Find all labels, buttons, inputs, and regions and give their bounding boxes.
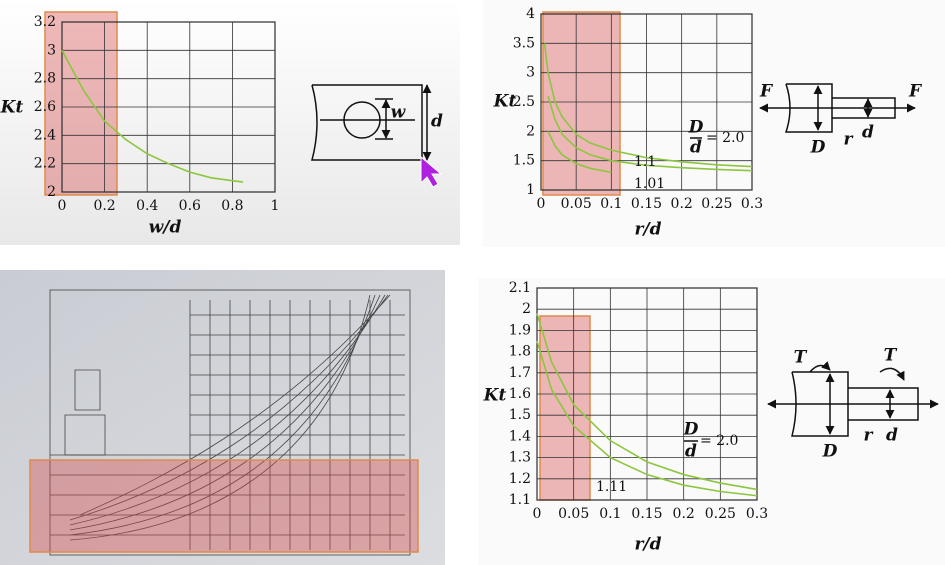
curve [543,43,753,168]
x-tick-label: 0.3 [741,196,763,212]
x-tick-label: 0.15 [631,196,662,212]
x-tick-label: 0.4 [136,198,158,214]
series-label: 1.01 [634,176,665,192]
annotation: D [683,420,699,440]
diagram [684,361,939,442]
y-tick-label: 1.7 [509,365,531,381]
y-tick-label: 1.5 [509,407,531,423]
x-tick-label: 0.2 [673,506,695,522]
annotation: d [886,426,898,446]
y-tick-label: 1.8 [509,344,531,360]
y-tick-label: 1.9 [509,322,531,338]
x-axis-label: r/d [634,535,661,555]
annotation: r [864,426,874,446]
y-tick-label: 1.1 [509,492,531,508]
y-tick-label: 1.6 [509,386,531,402]
annotation: d [685,442,697,462]
annotation: F [908,82,923,102]
x-tick-label: 0.05 [561,196,592,212]
y-tick-label: 1.5 [513,153,535,169]
y-tick-label: 1.2 [509,471,531,487]
series-label: = 2.0 [706,130,744,146]
annotation: D [822,442,838,462]
x-tick-label: 1 [271,198,280,214]
y-axis-label: Kt [483,386,507,406]
annotation: d [862,123,874,143]
x-tick-label: 0 [537,196,546,212]
annotation: r [844,130,854,150]
y-axis-label: Kt [493,92,517,112]
y-tick-label: 3.2 [34,14,56,30]
x-tick-label: 0.25 [701,196,732,212]
curve [61,49,244,183]
diagram [690,83,916,139]
y-tick-label: 4 [526,6,535,22]
x-tick-label: 0.2 [671,196,693,212]
series-label: 1.1 [634,154,656,170]
y-tick-label: 1.4 [509,428,531,444]
x-axis-label: w/d [149,218,182,238]
annotation: d [431,112,443,132]
x-axis-label: r/d [634,220,661,240]
x-tick-label: 0.1 [600,196,622,212]
panel [478,278,945,565]
annotation: w [391,103,407,123]
annotation: T [884,346,898,366]
y-tick-label: 2.6 [34,99,56,115]
photo [0,270,445,565]
x-tick-label: 0.3 [746,506,768,522]
curve [536,313,758,491]
series-label: = 2.0 [700,433,738,449]
curve [547,95,753,172]
x-tick-label: 0.1 [599,506,621,522]
x-tick-label: 0.25 [705,506,736,522]
y-tick-label: 2 [47,184,56,200]
annotation: D [810,138,826,158]
diagram [311,84,443,188]
y-tick-label: 3 [526,65,535,81]
x-tick-label: 0.15 [631,506,662,522]
annotation: T [794,348,808,368]
panel [483,0,945,247]
y-tick-label: 1.3 [509,450,531,466]
y-tick-label: 2.5 [513,94,535,110]
y-tick-label: 2 [526,123,535,139]
y-axis-label: Kt [0,98,23,118]
y-tick-label: 2.8 [34,71,56,87]
annotation: F [759,82,774,102]
series-label: 1.11 [596,479,627,495]
x-tick-label: 0.6 [179,198,201,214]
y-tick-label: 2.2 [34,156,56,172]
annotation: D [688,118,704,138]
y-tick-label: 2.1 [509,280,531,296]
curve [536,340,758,497]
x-tick-label: 0.05 [558,506,589,522]
y-tick-label: 1 [526,182,535,198]
y-tick-label: 3.5 [513,35,535,51]
x-tick-label: 0.2 [93,198,115,214]
y-tick-label: 2.4 [34,127,56,143]
curve [547,130,612,174]
y-tick-label: 3 [47,42,56,58]
y-tick-label: 2 [522,301,531,317]
x-tick-label: 0 [533,506,542,522]
x-tick-label: 0 [58,198,67,214]
annotation: d [690,138,702,158]
x-tick-label: 0.8 [221,198,243,214]
